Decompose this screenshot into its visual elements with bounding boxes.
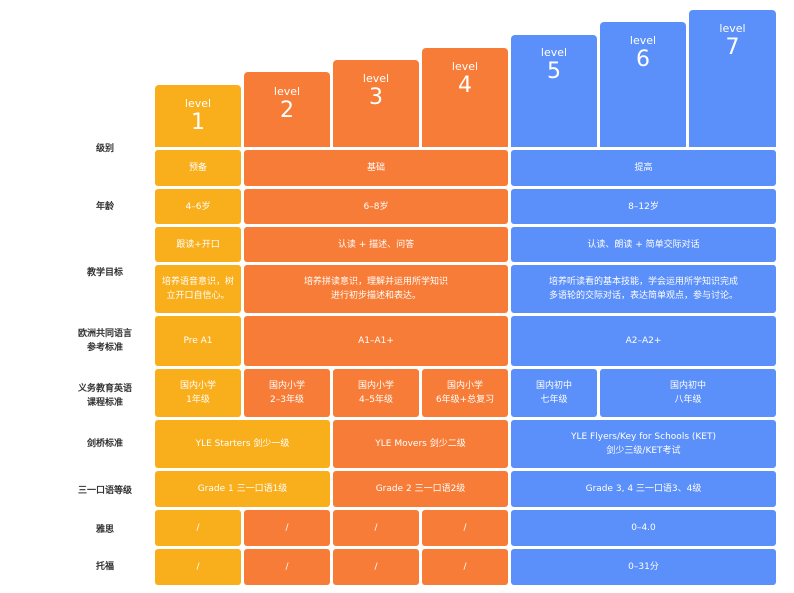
level-1-tab: level 1 — [155, 85, 241, 147]
level-number: 4 — [458, 73, 472, 98]
row-label-goal: 教学目标 — [86, 268, 123, 278]
row-label-age: 年龄 — [95, 202, 114, 212]
cefr-cell-3: A2–A2+ — [511, 316, 776, 366]
toefl-cell-1: / — [155, 549, 241, 585]
level-number: 3 — [369, 85, 383, 110]
row-label-curriculum: 义务教育英语 课程标准 — [77, 384, 132, 408]
ielts-cell-2: / — [244, 510, 330, 546]
level-number: 5 — [547, 59, 561, 84]
curriculum-cell-3: 国内小学 4–5年级 — [333, 369, 419, 417]
goal-cell-3b: 培养听读看的基本技能，学会运用所学知识完成 多语轮的交际对话，表达简单观点，参与… — [511, 265, 776, 313]
cambridge-cell-3: YLE Flyers/Key for Schools (KET) 剑少三级/KE… — [511, 420, 776, 468]
level-6-tab: level 6 — [600, 22, 686, 147]
trinity-cell-1: Grade 1 三一口语1级 — [155, 471, 330, 507]
level-7-tab: level 7 — [689, 10, 776, 147]
age-cell-1: 4–6岁 — [155, 189, 241, 224]
trinity-cell-3: Grade 3, 4 三一口语3、4级 — [511, 471, 776, 507]
ielts-cell-3: / — [333, 510, 419, 546]
cefr-cell-1: Pre A1 — [155, 316, 241, 366]
level-number: 1 — [191, 110, 205, 135]
level-word: level — [719, 22, 746, 35]
trinity-cell-2: Grade 2 三一口语2级 — [333, 471, 508, 507]
age-cell-3: 8–12岁 — [511, 189, 776, 224]
cambridge-cell-2: YLE Movers 剑少二级 — [333, 420, 508, 468]
level-word: level — [451, 60, 479, 73]
row-label-grade: 级别 — [95, 144, 114, 154]
curriculum-cell-1: 国内小学 1年级 — [155, 369, 241, 417]
row-label-toefl: 托福 — [95, 562, 114, 572]
curriculum-cell-4: 国内小学 6年级+总复习 — [422, 369, 508, 417]
goal-cell-3a: 认读、朗读 + 简单交际对话 — [511, 227, 776, 262]
level-3-tab: level 3 — [333, 60, 419, 147]
level-word: level — [184, 97, 212, 110]
ielts-cell-5: 0–4.0 — [511, 510, 776, 546]
curriculum-cell-5: 国内初中 七年级 — [511, 369, 597, 417]
level-5-tab: level 5 — [511, 35, 597, 147]
grade-cell-advanced: 提高 — [511, 150, 776, 186]
grade-cell-prep: 预备 — [155, 150, 241, 186]
goal-cell-1b: 培养语音意识，树 立开口自信心。 — [155, 265, 241, 313]
toefl-cell-5: 0–31分 — [511, 549, 776, 585]
ielts-cell-1: / — [155, 510, 241, 546]
level-number: 6 — [636, 47, 650, 72]
level-word: level — [273, 85, 301, 98]
ielts-cell-4: / — [422, 510, 508, 546]
level-word: level — [629, 34, 657, 47]
row-label-ielts: 雅思 — [95, 525, 114, 535]
level-4-tab: level 4 — [422, 48, 508, 147]
toefl-cell-2: / — [244, 549, 330, 585]
grade-cell-basic: 基础 — [244, 150, 508, 186]
level-number: 2 — [280, 98, 294, 123]
level-2-tab: level 2 — [244, 72, 330, 147]
row-label-cambridge: 剑桥标准 — [86, 439, 123, 449]
level-word: level — [362, 72, 390, 85]
curriculum-cell-6: 国内初中 八年级 — [600, 369, 776, 417]
cefr-cell-2: A1–A1+ — [244, 316, 508, 366]
level-number: 7 — [725, 35, 740, 60]
goal-cell-2a: 认读 + 描述、问答 — [244, 227, 508, 262]
row-label-trinity: 三一口语等级 — [77, 486, 132, 496]
level-word: level — [540, 46, 568, 59]
cambridge-cell-1: YLE Starters 剑少一级 — [155, 420, 330, 468]
age-cell-2: 6–8岁 — [244, 189, 508, 224]
goal-cell-1a: 跟读+开口 — [155, 227, 241, 262]
row-label-cefr: 欧洲共同语言 参考标准 — [77, 329, 132, 353]
goal-cell-2b: 培养拼读意识，理解并运用所学知识 进行初步描述和表达。 — [244, 265, 508, 313]
curriculum-cell-2: 国内小学 2–3年级 — [244, 369, 330, 417]
toefl-cell-4: / — [422, 549, 508, 585]
toefl-cell-3: / — [333, 549, 419, 585]
